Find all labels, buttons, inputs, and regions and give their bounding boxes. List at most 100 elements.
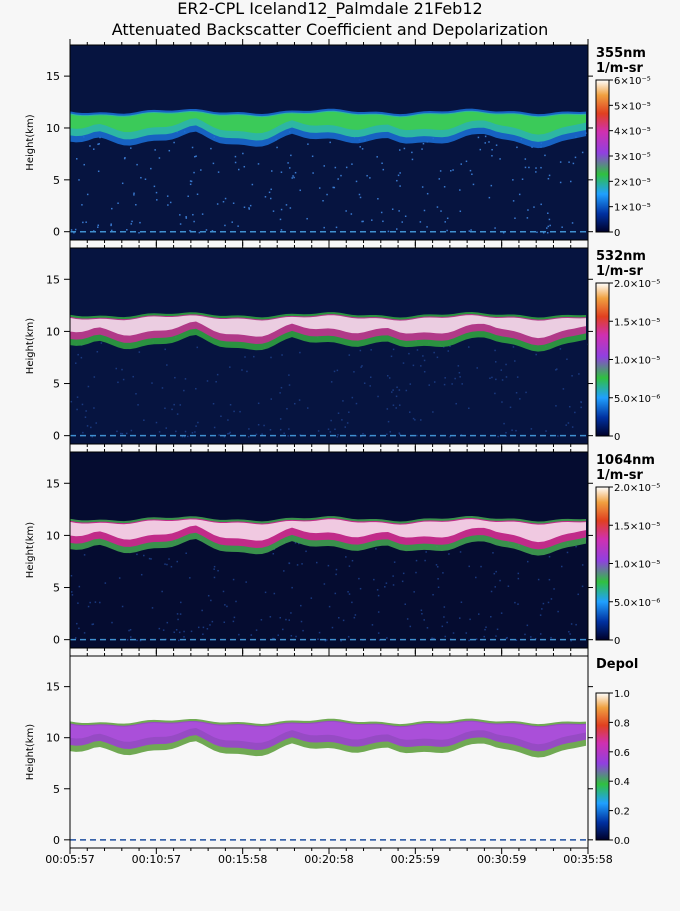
noise	[333, 370, 336, 373]
noise	[398, 389, 401, 391]
noise	[399, 433, 401, 436]
noise	[514, 360, 516, 362]
noise	[126, 229, 128, 231]
noise	[121, 605, 124, 608]
noise	[391, 391, 393, 393]
noise	[386, 433, 388, 436]
noise	[139, 639, 142, 642]
noise	[202, 633, 204, 635]
noise	[385, 582, 388, 584]
noise	[151, 382, 153, 384]
noise	[348, 565, 351, 567]
noise	[505, 431, 507, 434]
noise	[515, 429, 517, 432]
noise	[301, 563, 303, 565]
noise	[382, 220, 384, 223]
noise	[517, 603, 519, 605]
noise	[416, 349, 419, 351]
x-tick-label: 00:20:58	[304, 853, 353, 866]
noise	[196, 193, 199, 196]
noise	[184, 430, 187, 433]
colorbar-tick-label: 0.0	[614, 836, 630, 847]
noise	[136, 163, 138, 166]
noise	[317, 430, 320, 432]
noise	[561, 565, 563, 568]
noise	[228, 432, 231, 435]
colorbar-label: 355nm	[596, 46, 646, 61]
y-tick-label: 0	[53, 834, 60, 847]
noise	[130, 147, 132, 149]
noise	[501, 401, 503, 403]
noise	[111, 229, 113, 232]
noise	[334, 166, 337, 169]
noise	[235, 600, 237, 603]
noise	[70, 400, 73, 403]
noise	[130, 636, 132, 638]
noise	[316, 561, 318, 564]
noise	[530, 636, 532, 638]
noise	[491, 148, 493, 151]
colorbar-tick-label: 0.2	[614, 807, 630, 818]
noise	[377, 594, 380, 597]
noise	[116, 430, 118, 433]
noise	[448, 553, 450, 555]
noise	[497, 435, 499, 438]
noise	[121, 432, 124, 435]
noise	[413, 591, 415, 593]
noise	[91, 623, 94, 626]
noise	[459, 617, 461, 619]
noise	[570, 639, 572, 642]
noise	[312, 172, 314, 174]
noise	[223, 621, 226, 624]
colorbar-tick-label: 1.5×10⁻⁵	[614, 317, 660, 328]
noise	[428, 384, 430, 386]
noise	[468, 407, 470, 410]
noise	[97, 143, 99, 146]
noise	[80, 356, 83, 359]
noise	[233, 410, 235, 413]
noise	[397, 174, 400, 177]
noise	[360, 435, 362, 438]
noise	[392, 575, 394, 577]
noise	[492, 552, 494, 554]
noise	[404, 215, 407, 218]
noise	[550, 598, 553, 600]
noise	[279, 418, 282, 420]
noise	[460, 601, 463, 603]
noise	[495, 635, 497, 637]
noise	[83, 632, 86, 634]
noise	[469, 169, 472, 172]
noise	[425, 551, 427, 553]
noise	[257, 163, 260, 165]
noise	[373, 578, 375, 581]
noise	[140, 573, 143, 576]
noise	[81, 204, 83, 206]
y-tick-label: 15	[46, 273, 60, 286]
noise	[351, 396, 354, 399]
noise	[426, 627, 429, 629]
noise	[485, 626, 487, 628]
noise	[217, 569, 219, 572]
noise	[415, 571, 417, 574]
noise	[348, 354, 351, 356]
noise	[433, 637, 435, 640]
noise	[335, 226, 338, 229]
noise	[269, 616, 272, 618]
noise	[449, 435, 451, 438]
noise	[135, 393, 137, 395]
noise	[133, 192, 135, 195]
noise	[111, 621, 113, 624]
noise	[296, 564, 299, 566]
noise	[176, 560, 178, 563]
noise	[488, 196, 491, 199]
noise	[524, 166, 527, 169]
noise	[363, 382, 366, 384]
noise	[548, 218, 551, 221]
noise	[384, 586, 386, 588]
noise	[76, 396, 79, 398]
noise	[324, 639, 327, 642]
noise	[494, 361, 497, 363]
noise	[468, 565, 470, 568]
colorbar-tick-label: 0	[614, 228, 620, 239]
noise	[488, 141, 490, 143]
